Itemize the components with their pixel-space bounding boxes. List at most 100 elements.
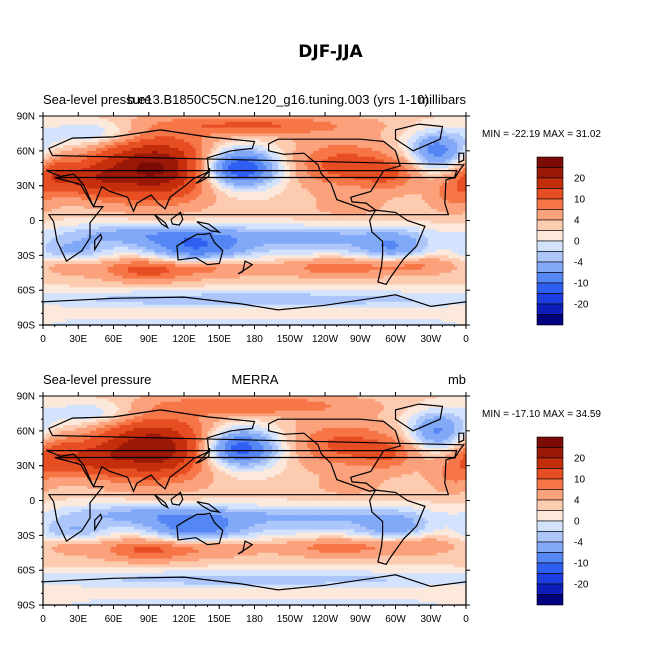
colorbar-segment: [536, 457, 564, 469]
y-tick-label: 0: [29, 216, 35, 227]
eurasia-coast: [46, 409, 465, 493]
north-america-coast: [268, 418, 401, 492]
south-america-coast: [369, 209, 426, 286]
y-tick-label: 0: [29, 496, 35, 507]
greenland-coast: [394, 123, 444, 152]
colorbar-label: 10: [574, 475, 586, 486]
colorbar-segment: [536, 303, 564, 315]
x-tick-label: 180: [246, 334, 263, 345]
greenland-coast: [394, 403, 444, 432]
colorbar-label: -20: [574, 580, 589, 591]
colorbar-segment: [536, 240, 564, 252]
x-tick-label: 60E: [105, 334, 123, 345]
x-tick-label: 180: [246, 614, 263, 625]
colorbar-segment: [536, 478, 564, 490]
colorbar-segment: [536, 531, 564, 543]
colorbar-segment: [536, 167, 564, 179]
x-tick-label: 150E: [208, 614, 232, 625]
y-tick-label: 30N: [17, 461, 35, 472]
sumatra-coast: [154, 494, 170, 510]
x-tick-label: 90W: [350, 614, 371, 625]
x-tick-label: 90E: [140, 614, 158, 625]
uk-coast: [458, 432, 465, 444]
colorbar-segment: [536, 230, 564, 242]
colorbar-segment: [536, 272, 564, 284]
colorbar-segment: [536, 177, 564, 189]
y-tick-label: 90S: [17, 601, 35, 612]
colorbar-label: 4: [574, 216, 580, 227]
y-tick-label: 90N: [17, 112, 35, 123]
colorbar-segment: [536, 198, 564, 210]
slp-field: [43, 396, 467, 606]
colorbar-segment: [536, 282, 564, 294]
eurasia-coast: [46, 129, 465, 213]
colorbar-segment: [536, 583, 564, 595]
new-guinea-coast: [196, 221, 222, 234]
australia-coast: [176, 512, 224, 546]
center-label: MERRA: [232, 372, 279, 387]
colorbar-segment: [536, 562, 564, 574]
x-tick-label: 30E: [69, 614, 87, 625]
colorbar-segment: [536, 219, 564, 231]
south-america-coast: [369, 489, 426, 566]
new-zealand-coast: [237, 260, 254, 275]
y-tick-label: 30S: [17, 531, 35, 542]
colorbar-label: 0: [574, 237, 580, 248]
coastlines: [42, 123, 467, 326]
colorbar-segment: [536, 447, 564, 459]
x-tick-label: 120W: [312, 614, 339, 625]
colorbar-label: 10: [574, 195, 586, 206]
x-tick-label: 30E: [69, 334, 87, 345]
x-tick-label: 150W: [277, 614, 304, 625]
colorbar-segment: [536, 541, 564, 553]
madagascar-coast: [94, 513, 103, 532]
madagascar-coast: [94, 233, 103, 252]
colorbar-label: 20: [574, 454, 586, 465]
north-america-coast: [268, 138, 401, 212]
y-tick-label: 60S: [17, 566, 35, 577]
africa-coast: [47, 176, 455, 262]
colorbar-segment: [536, 510, 564, 522]
y-tick-label: 90N: [17, 392, 35, 403]
right-label: millibars: [418, 92, 466, 107]
colorbar-segment: [536, 209, 564, 221]
x-tick-label: 150E: [208, 334, 232, 345]
colorbar-label: -4: [574, 538, 583, 549]
x-tick-label: 0: [463, 614, 469, 625]
colorbar-label: -20: [574, 300, 589, 311]
colorbar-segment: [536, 261, 564, 273]
australia-coast: [176, 232, 224, 266]
x-tick-label: 30W: [420, 614, 441, 625]
colorbar-label: 20: [574, 174, 586, 185]
left-label: Sea-level pressure: [43, 92, 151, 107]
x-tick-label: 30W: [420, 334, 441, 345]
map-panel-1: 0 30E 60E 90E 120E 150E 180 150W 120W 90W 60W 30W 09…: [17, 92, 602, 345]
x-tick-label: 150W: [277, 334, 304, 345]
new-zealand-coast: [237, 540, 254, 555]
colorbar-segment: [536, 251, 564, 263]
colorbar-label: -4: [574, 258, 583, 269]
map-panel-2: 0 30E 60E 90E 120E 150E 180 150W 120W 90W 60W 30W 09…: [17, 372, 602, 625]
min-max-label: MIN = -17.10 MAX = 34.59: [482, 409, 601, 420]
colorbar-label: 0: [574, 517, 580, 528]
colorbar-label: 4: [574, 496, 580, 507]
y-tick-label: 60S: [17, 286, 35, 297]
colorbar-segment: [536, 156, 564, 168]
japan-coast: [195, 168, 211, 184]
colorbar-segment: [536, 499, 564, 511]
colorbar-label: -10: [574, 559, 589, 570]
colorbar-segment: [536, 188, 564, 200]
x-tick-label: 60W: [385, 614, 406, 625]
figure-title: DJF-JJA: [0, 42, 661, 62]
x-tick-label: 90W: [350, 334, 371, 345]
y-tick-label: 30N: [17, 181, 35, 192]
colorbar-segment: [536, 436, 564, 448]
borneo-coast: [170, 491, 184, 506]
colorbar-segment: [536, 489, 564, 501]
colorbar-segment: [536, 573, 564, 585]
borneo-coast: [170, 211, 184, 226]
x-tick-label: 120W: [312, 334, 339, 345]
x-tick-label: 60W: [385, 334, 406, 345]
x-tick-label: 60E: [105, 614, 123, 625]
japan-coast: [195, 448, 211, 464]
